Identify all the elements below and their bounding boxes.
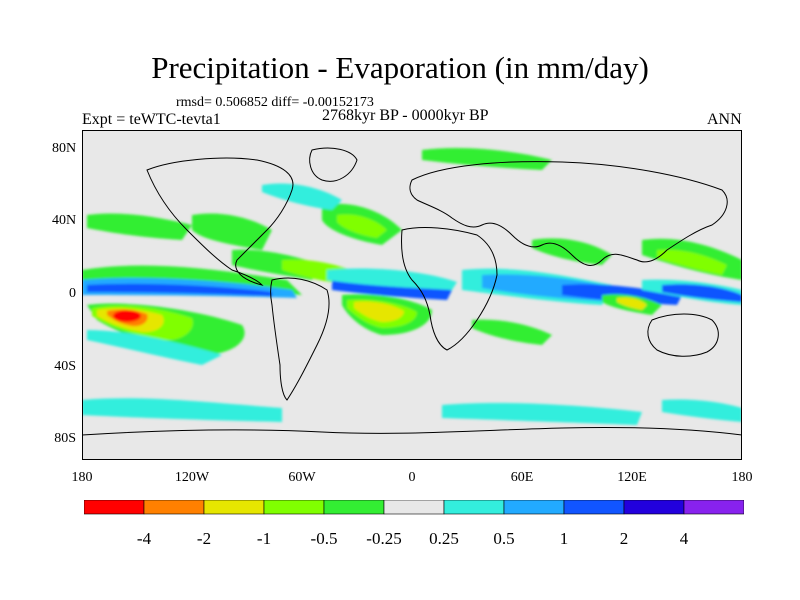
field-south-pacific-cyan (87, 330, 222, 365)
experiment-label: Expt = teWTC-tevta1 (82, 111, 221, 128)
legend-swatch (503, 500, 565, 515)
lon-tick-label: 60E (510, 470, 534, 485)
field-north-pacific-green (87, 213, 192, 240)
field-indian-subcontinent-green (532, 238, 612, 265)
lat-tick-label: 0 (69, 286, 76, 301)
stats-text: rmsd= 0.506852 diff= -0.00152173 (176, 95, 374, 110)
world-map (82, 130, 742, 460)
coast-antarctica (82, 426, 742, 460)
field-southern-ocean-cyan-2 (442, 402, 642, 425)
field-east-asia-lime (657, 249, 727, 275)
legend-label: -0.5 (311, 529, 338, 548)
legend-swatch (84, 500, 145, 515)
field-south-atlantic-yellow (354, 301, 404, 322)
coast-australia (647, 313, 719, 357)
field-southern-ocean-cyan (82, 398, 282, 422)
field-arctic-green (422, 148, 552, 170)
legend-swatch (203, 500, 265, 515)
lon-tick-label: 120W (174, 470, 210, 485)
legend-label: -4 (137, 529, 152, 548)
field-tropical-atlantic-cyan (327, 268, 457, 290)
legend-label: 0.5 (493, 529, 514, 548)
lon-tick-label: 60W (288, 470, 316, 485)
legend-swatch (323, 500, 385, 515)
map-frame (82, 130, 742, 460)
coast-south-america (270, 277, 330, 401)
period-text: 2768kyr BP - 0000kyr BP (322, 107, 489, 124)
field-southern-ocean-cyan-3 (662, 399, 742, 422)
lon-tick-label: 180 (71, 470, 93, 485)
legend-label: -2 (197, 529, 211, 548)
legend-swatch (623, 500, 685, 515)
coast-greenland (309, 147, 358, 182)
legend-label: 2 (620, 529, 629, 548)
lat-tick-label: 80N (52, 140, 77, 156)
legend-label: -0.25 (366, 529, 401, 548)
field-atlantic-lime (337, 214, 387, 238)
legend-label: 1 (560, 529, 569, 548)
legend-label: 4 (680, 529, 689, 548)
chart-title: Precipitation - Evaporation (in mm/day) (151, 50, 649, 85)
legend-swatch (143, 500, 205, 515)
coast-europe-asia (409, 161, 728, 266)
field-south-pacific-red (113, 310, 141, 322)
lat-tick-label: 80S (54, 431, 76, 447)
legend-swatch (563, 500, 625, 515)
lon-tick-label: 180 (731, 470, 753, 485)
field-itcz-blue (87, 283, 272, 296)
legend-label: -1 (257, 529, 271, 548)
lat-tick-label: 40N (52, 213, 77, 229)
field-south-indian-green (472, 319, 552, 345)
legend-swatch (263, 500, 325, 515)
field-north-atlantic-cyan (262, 183, 342, 210)
coast-africa (401, 227, 498, 351)
legend-swatch (383, 500, 445, 515)
legend-swatch (443, 500, 505, 515)
field-west-pacific-warm-blue (662, 284, 742, 302)
coast-north-america (146, 157, 294, 286)
color-legend: -4 -2 -1 -0.5 -0.25 0.25 0.5 1 2 4 (84, 500, 744, 548)
legend-label: 0.25 (429, 529, 459, 548)
field-maritime-yellow (617, 297, 647, 310)
legend-swatch (683, 500, 744, 515)
season-label: ANN (707, 111, 742, 128)
lon-tick-label: 0 (408, 470, 416, 485)
lat-tick-label: 40S (54, 358, 76, 374)
lon-tick-label: 120E (617, 470, 647, 485)
field-north-america-green (192, 213, 272, 250)
